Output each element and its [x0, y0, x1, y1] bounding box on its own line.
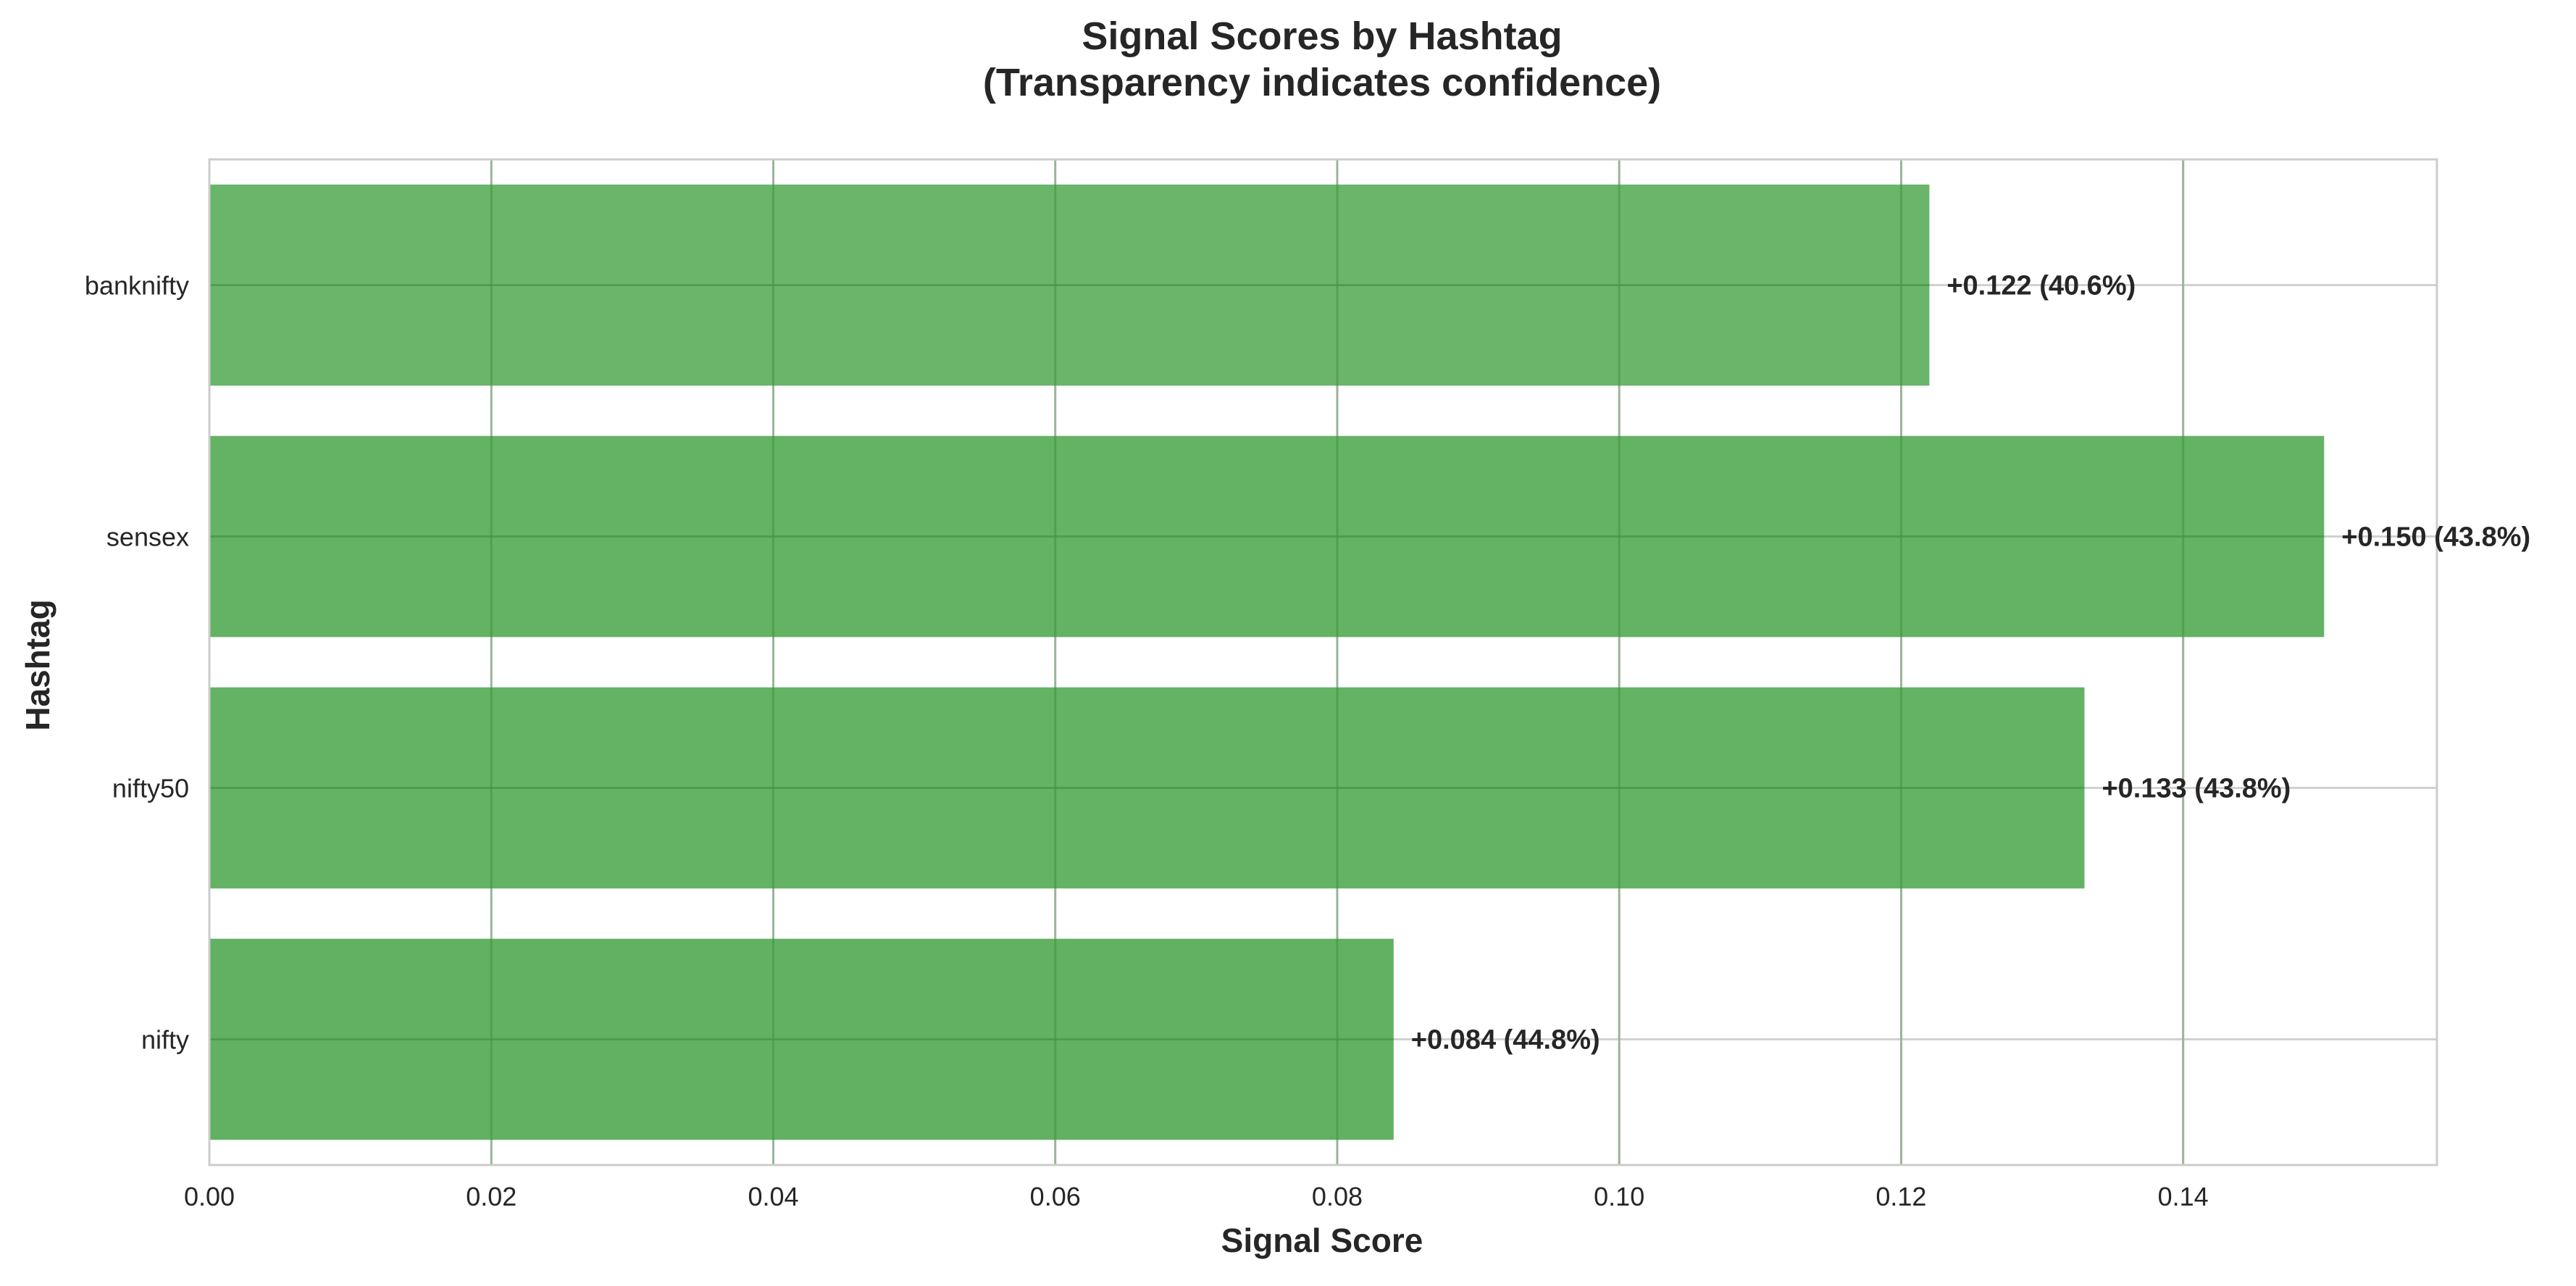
data-label-sensex: +0.150 (43.8%) [2341, 522, 2530, 553]
data-label-nifty: +0.084 (44.8%) [1411, 1025, 1600, 1056]
data-label-nifty50: +0.133 (43.8%) [2102, 774, 2291, 804]
plot-frame [208, 158, 2438, 1166]
data-labels: +0.122 (40.6%) +0.150 (43.8%) +0.133 (43.8… [1411, 271, 2530, 1056]
bar-banknifty [209, 184, 1930, 386]
bar-nifty [209, 938, 1394, 1140]
x-axis-label: Signal Score [1221, 1222, 1423, 1259]
x-tick-label: 0.12 [1875, 1182, 1926, 1211]
x-tick-label: 0.02 [466, 1182, 517, 1211]
x-tick-label: 0.08 [1312, 1182, 1363, 1211]
bar-sensex [209, 435, 2325, 638]
axis-ticks: 0.00 0.02 0.04 0.06 0.08 0.10 0.12 0.14 banknift… [85, 271, 2209, 1212]
y-tick-label: nifty [141, 1025, 189, 1055]
x-tick-label: 0.00 [184, 1182, 235, 1211]
x-tick-label: 0.10 [1594, 1182, 1644, 1211]
x-tick-label: 0.14 [2158, 1182, 2209, 1211]
y-tick-label: banknifty [85, 271, 189, 301]
y-tick-label: nifty50 [112, 774, 189, 803]
chart-title: Signal Scores by Hashtag [1082, 14, 1562, 58]
data-label-banknifty: +0.122 (40.6%) [1946, 271, 2136, 301]
y-tick-label: sensex [106, 522, 189, 552]
x-tick-label: 0.06 [1030, 1182, 1081, 1211]
y-axis-label: Hashtag [19, 599, 57, 730]
bars [208, 159, 2325, 1165]
x-tick-label: 0.04 [748, 1182, 798, 1211]
bar-nifty50 [209, 687, 2085, 889]
chart-subtitle: (Transparency indicates confidence) [983, 61, 1661, 104]
